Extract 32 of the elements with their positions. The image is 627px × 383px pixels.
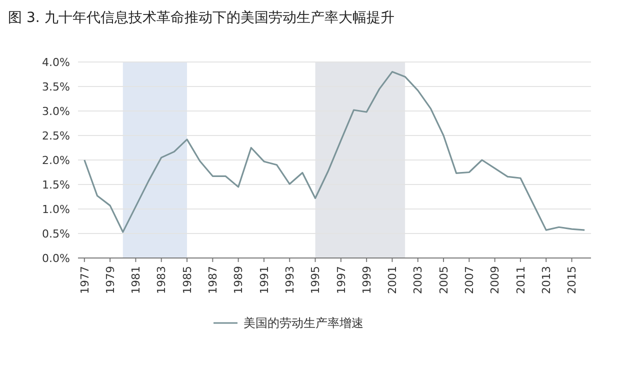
x-tick-label: 1985 [180, 266, 194, 294]
x-tick-label: 1981 [130, 266, 143, 294]
y-tick-label: 3.0% [42, 104, 70, 118]
x-tick-label: 2011 [514, 266, 528, 294]
x-tick-label: 2015 [566, 266, 579, 294]
y-tick-label: 2.5% [42, 129, 70, 142]
chart-title: 图 3. 九十年代信息技术革命推动下的美国劳动生产率大幅提升 [8, 10, 394, 26]
x-tick-label: 1977 [78, 266, 92, 294]
x-tick-label: 1979 [104, 266, 117, 294]
x-tick-label: 1983 [155, 266, 168, 294]
y-tick-label: 2.0% [42, 154, 70, 167]
x-tick-label: 1997 [334, 266, 348, 294]
x-tick-label: 2007 [463, 266, 476, 294]
y-tick-label: 3.5% [42, 80, 70, 94]
x-tick-label: 2003 [412, 266, 425, 294]
x-tick-label: 1991 [258, 266, 271, 294]
y-tick-label: 1.0% [42, 202, 70, 216]
x-tick-label: 2013 [540, 266, 553, 294]
x-tick-label: 2001 [386, 266, 400, 294]
x-tick-label: 2005 [437, 266, 450, 294]
y-tick-label: 0.5% [42, 227, 70, 240]
y-tick-label: 1.5% [42, 178, 70, 192]
y-tick-label: 4.0% [42, 56, 70, 69]
x-tick-label: 1999 [360, 266, 374, 294]
x-tick-label: 1987 [206, 266, 220, 294]
x-tick-label: 2009 [488, 266, 502, 294]
x-tick-label: 1989 [232, 266, 246, 294]
line-series [84, 71, 586, 233]
x-tick-label: 1995 [309, 266, 322, 294]
x-tick-label: 1993 [283, 266, 296, 294]
y-tick-label: 0.0% [42, 252, 70, 265]
legend-label: 美国的劳动生产率增速 [244, 316, 364, 330]
